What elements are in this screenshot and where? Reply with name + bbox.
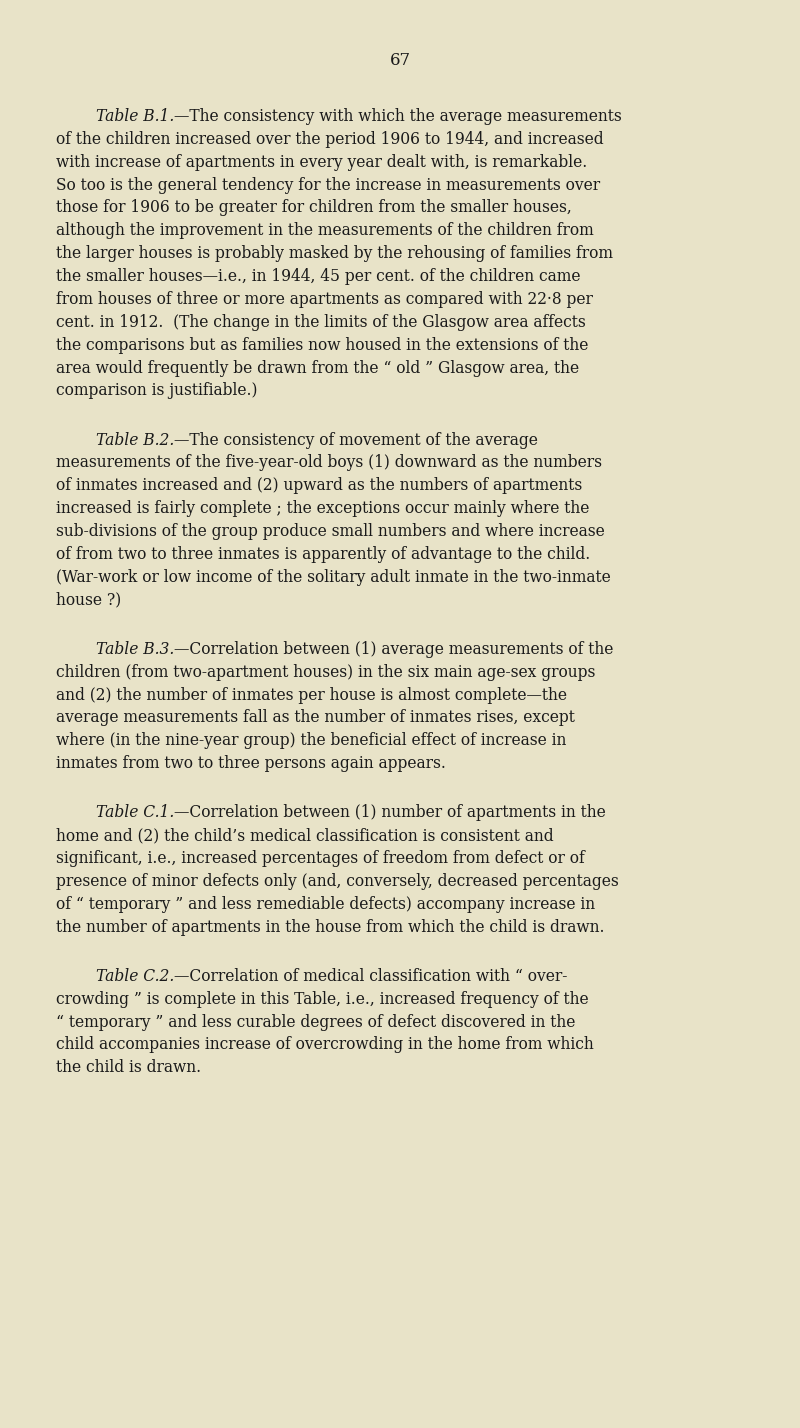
Text: sub-divisions of the group produce small numbers and where increase: sub-divisions of the group produce small… — [56, 523, 605, 540]
Text: inmates from two to three persons again appears.: inmates from two to three persons again … — [56, 755, 446, 773]
Text: child accompanies increase of overcrowding in the home from which: child accompanies increase of overcrowdi… — [56, 1037, 594, 1054]
Text: those for 1906 to be greater for children from the smaller houses,: those for 1906 to be greater for childre… — [56, 200, 572, 217]
Text: and (2) the number of inmates per house is almost complete—the: and (2) the number of inmates per house … — [56, 687, 567, 704]
Text: “ temporary ” and less curable degrees of defect discovered in the: “ temporary ” and less curable degrees o… — [56, 1014, 575, 1031]
Text: presence of minor defects only (and, conversely, decreased percentages: presence of minor defects only (and, con… — [56, 873, 618, 890]
Text: —Correlation between (1) average measurements of the: —Correlation between (1) average measure… — [174, 641, 614, 658]
Text: —Correlation between (1) number of apartments in the: —Correlation between (1) number of apart… — [174, 804, 606, 821]
Text: area would frequently be drawn from the “ old ” Glasgow area, the: area would frequently be drawn from the … — [56, 360, 579, 377]
Text: the larger houses is probably masked by the rehousing of families from: the larger houses is probably masked by … — [56, 246, 613, 263]
Text: of “ temporary ” and less remediable defects) accompany increase in: of “ temporary ” and less remediable def… — [56, 895, 595, 912]
Text: with increase of apartments in every year dealt with, is remarkable.: with increase of apartments in every yea… — [56, 154, 587, 171]
Text: of inmates increased and (2) upward as the numbers of apartments: of inmates increased and (2) upward as t… — [56, 477, 582, 494]
Text: (War-work or low income of the solitary adult inmate in the two-inmate: (War-work or low income of the solitary … — [56, 568, 610, 585]
Text: the smaller houses—i.e., in 1944, 45 per cent. of the children came: the smaller houses—i.e., in 1944, 45 per… — [56, 268, 581, 286]
Text: the comparisons but as families now housed in the extensions of the: the comparisons but as families now hous… — [56, 337, 588, 354]
Text: crowding ” is complete in this Table, i.e., increased frequency of the: crowding ” is complete in this Table, i.… — [56, 991, 589, 1008]
Text: Table B.1.: Table B.1. — [96, 109, 174, 126]
Text: 67: 67 — [390, 51, 410, 69]
Text: Table B.2.: Table B.2. — [96, 431, 174, 448]
Text: of the children increased over the period 1906 to 1944, and increased: of the children increased over the perio… — [56, 131, 604, 149]
Text: —The consistency of movement of the average: —The consistency of movement of the aver… — [174, 431, 538, 448]
Text: So too is the general tendency for the increase in measurements over: So too is the general tendency for the i… — [56, 177, 600, 194]
Text: Table C.1.: Table C.1. — [96, 804, 174, 821]
Text: where (in the nine-year group) the beneficial effect of increase in: where (in the nine-year group) the benef… — [56, 733, 566, 750]
Text: —The consistency with which the average measurements: —The consistency with which the average … — [174, 109, 622, 126]
Text: Table B.3.: Table B.3. — [96, 641, 174, 658]
Text: significant, i.e., increased percentages of freedom from defect or of: significant, i.e., increased percentages… — [56, 850, 585, 867]
Text: children (from two-apartment houses) in the six main age-sex groups: children (from two-apartment houses) in … — [56, 664, 595, 681]
Text: the number of apartments in the house from which the child is drawn.: the number of apartments in the house fr… — [56, 918, 605, 935]
Text: the child is drawn.: the child is drawn. — [56, 1060, 201, 1077]
Text: measurements of the five-year-old boys (1) downward as the numbers: measurements of the five-year-old boys (… — [56, 454, 602, 471]
Text: comparison is justifiable.): comparison is justifiable.) — [56, 383, 258, 400]
Text: cent. in 1912.  (The change in the limits of the Glasgow area affects: cent. in 1912. (The change in the limits… — [56, 314, 586, 331]
Text: increased is fairly complete ; the exceptions occur mainly where the: increased is fairly complete ; the excep… — [56, 500, 590, 517]
Text: of from two to three inmates is apparently of advantage to the child.: of from two to three inmates is apparent… — [56, 545, 590, 563]
Text: although the improvement in the measurements of the children from: although the improvement in the measurem… — [56, 223, 594, 240]
Text: average measurements fall as the number of inmates rises, except: average measurements fall as the number … — [56, 710, 575, 727]
Text: —Correlation of medical classification with “ over-: —Correlation of medical classification w… — [174, 968, 568, 985]
Text: house ?): house ?) — [56, 591, 122, 608]
Text: home and (2) the child’s medical classification is consistent and: home and (2) the child’s medical classif… — [56, 827, 554, 844]
Text: from houses of three or more apartments as compared with 22·8 per: from houses of three or more apartments … — [56, 291, 593, 308]
Text: Table C.2.: Table C.2. — [96, 968, 174, 985]
